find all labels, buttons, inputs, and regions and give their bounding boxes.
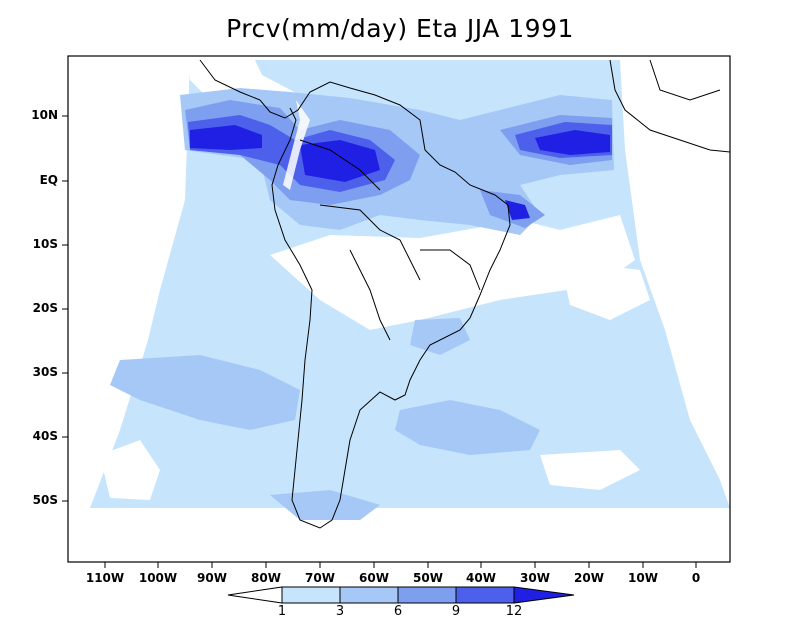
y-tick-label: 10N [31, 108, 58, 122]
x-tick-label: 80W [251, 571, 281, 585]
colorbar-label: 6 [393, 604, 403, 619]
x-tick-label: 20W [574, 571, 604, 585]
colorbar-label: 12 [505, 604, 523, 619]
x-ticks [104, 562, 697, 568]
x-tick-label: 60W [359, 571, 389, 585]
x-tick-label: 110W [85, 571, 125, 585]
y-tick-label: 20S [32, 301, 58, 315]
precip-contour-12 [190, 125, 262, 150]
map-title: Prcv(mm/day) Eta JJA 1991 [226, 14, 574, 43]
colorbar-label: 3 [335, 604, 345, 619]
precip-field [68, 59, 730, 562]
y-ticks [62, 115, 68, 502]
colorbar-label: 1 [277, 604, 287, 619]
y-tick-label: 10S [32, 237, 58, 251]
coastlines [199, 59, 730, 529]
x-tick-label: 90W [197, 571, 227, 585]
x-tick-label: 50W [413, 571, 443, 585]
x-tick-label: 0 [691, 571, 701, 585]
x-tick-label: 30W [520, 571, 550, 585]
colorbar [227, 586, 575, 604]
x-tick-label: 100W [138, 571, 178, 585]
y-tick-label: 40S [32, 429, 58, 443]
x-tick-label: 10W [628, 571, 658, 585]
y-tick-label: 50S [32, 493, 58, 507]
y-tick-label: 30S [32, 365, 58, 379]
y-tick-label: EQ [39, 173, 58, 187]
x-tick-label: 40W [466, 571, 496, 585]
colorbar-label: 9 [451, 604, 461, 619]
x-tick-label: 70W [305, 571, 335, 585]
